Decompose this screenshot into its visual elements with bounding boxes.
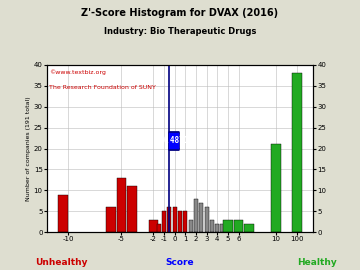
Bar	[157, 224, 161, 232]
Bar	[172, 207, 177, 232]
Bar	[183, 211, 188, 232]
Bar	[234, 220, 243, 232]
Y-axis label: Number of companies (191 total): Number of companies (191 total)	[26, 96, 31, 201]
Bar	[210, 220, 214, 232]
Bar	[162, 211, 166, 232]
Bar	[199, 203, 203, 232]
Text: Z'-Score Histogram for DVAX (2016): Z'-Score Histogram for DVAX (2016)	[81, 8, 279, 18]
Text: The Research Foundation of SUNY: The Research Foundation of SUNY	[49, 85, 156, 90]
Bar	[117, 178, 126, 232]
Bar	[189, 220, 193, 232]
Bar	[292, 73, 302, 232]
Bar	[167, 207, 171, 232]
Bar	[127, 186, 137, 232]
Bar	[244, 224, 254, 232]
Bar	[215, 224, 220, 232]
Text: ©www.textbiz.org: ©www.textbiz.org	[49, 70, 106, 75]
Bar	[106, 207, 116, 232]
Text: Industry: Bio Therapeutic Drugs: Industry: Bio Therapeutic Drugs	[104, 27, 256, 36]
Bar	[204, 207, 209, 232]
Bar	[223, 220, 233, 232]
FancyBboxPatch shape	[168, 132, 179, 148]
Text: Score: Score	[166, 258, 194, 266]
Bar	[271, 144, 281, 232]
Bar	[194, 199, 198, 232]
Bar	[220, 224, 225, 232]
Text: Unhealthy: Unhealthy	[35, 258, 87, 266]
Bar	[58, 194, 68, 232]
Text: Healthy: Healthy	[297, 258, 337, 266]
Bar	[178, 211, 182, 232]
Bar	[149, 220, 158, 232]
Text: -0.4871: -0.4871	[157, 136, 189, 145]
